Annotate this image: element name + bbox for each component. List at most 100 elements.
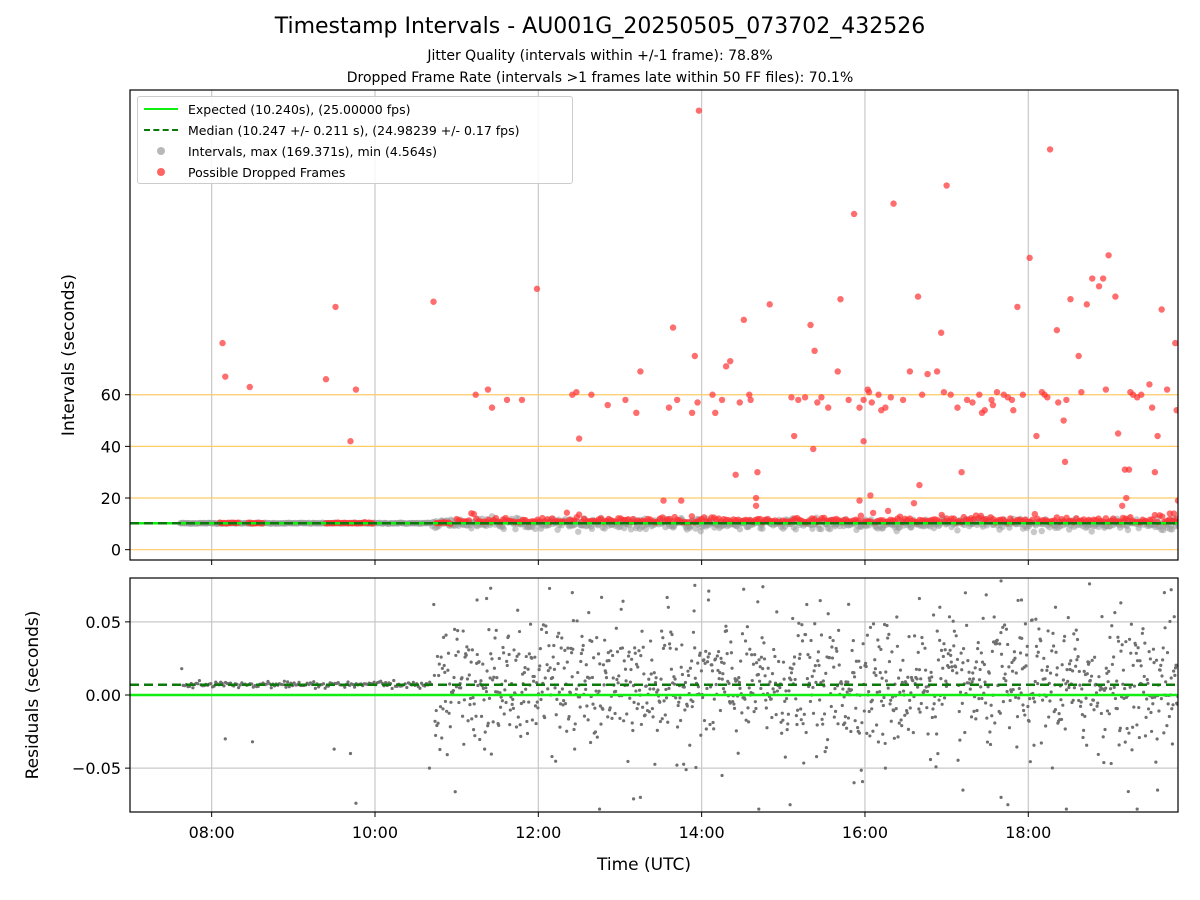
residual-point <box>934 765 938 769</box>
residual-point <box>632 700 636 704</box>
residual-point <box>718 708 723 713</box>
residual-point <box>460 676 464 680</box>
residual-point <box>791 616 795 621</box>
residual-point <box>1003 672 1007 676</box>
dropped-frame-point <box>1102 386 1110 393</box>
residual-point <box>518 723 522 727</box>
dropped-frame-point <box>604 401 611 409</box>
residual-point <box>716 649 721 654</box>
residual-point <box>699 733 703 737</box>
residual-point <box>978 667 982 672</box>
residual-point <box>951 619 955 623</box>
dropped-frame-point <box>1154 432 1161 440</box>
residual-point <box>675 763 679 767</box>
residual-point <box>1065 668 1069 672</box>
residual-point <box>743 697 747 701</box>
dropped-frame-point <box>484 386 492 393</box>
residual-point <box>808 699 813 704</box>
residual-point <box>1015 745 1019 749</box>
residual-point <box>963 730 967 735</box>
residual-point <box>1139 664 1143 668</box>
residual-point <box>447 711 451 715</box>
residual-point <box>957 709 961 714</box>
dropped-frame-point <box>834 368 841 375</box>
residual-point <box>1171 703 1175 707</box>
residual-point <box>505 663 509 668</box>
residual-point <box>523 666 527 670</box>
residual-point <box>830 656 835 660</box>
residual-point <box>1008 698 1012 703</box>
residual-point <box>488 676 492 680</box>
residual-point <box>1134 651 1138 655</box>
residual-point <box>769 697 773 701</box>
residual-point <box>556 661 560 666</box>
residual-point <box>1172 669 1176 673</box>
dropped-frame-point <box>712 409 719 417</box>
residual-point <box>535 700 539 704</box>
residual-point <box>663 643 667 647</box>
residual-point <box>1105 709 1110 713</box>
residual-point <box>836 722 840 726</box>
residual-point <box>593 706 597 710</box>
residual-point <box>590 675 595 680</box>
residual-point <box>1112 685 1116 689</box>
residual-point <box>453 627 457 631</box>
residual-outlier-point <box>1053 605 1058 609</box>
dropped-frame-point <box>1089 275 1096 282</box>
residual-point <box>482 698 486 702</box>
dropped-frame-point <box>811 347 818 355</box>
residual-point <box>1142 674 1146 679</box>
residual-point <box>543 676 547 680</box>
residual-point <box>745 625 749 629</box>
residual-point <box>1037 627 1041 631</box>
residual-point <box>435 654 440 659</box>
dropped-frame-point <box>884 507 892 515</box>
residual-point <box>895 644 900 648</box>
residual-point <box>812 669 816 673</box>
residual-point <box>905 711 909 715</box>
residual-point <box>438 705 443 709</box>
residual-point <box>1052 644 1056 648</box>
dropped-frame-point <box>1029 516 1036 524</box>
residual-point <box>931 613 936 617</box>
residual-point <box>783 699 787 703</box>
residual-point <box>1192 740 1195 743</box>
dropped-frame-point <box>1067 295 1074 303</box>
residual-point <box>900 680 904 685</box>
residual-point <box>598 704 602 708</box>
residual-point <box>1130 748 1134 752</box>
residual-point <box>935 732 939 736</box>
residual-point <box>744 718 748 722</box>
residual-outlier-point <box>332 747 336 751</box>
residual-point <box>476 683 480 688</box>
residual-point <box>579 659 583 664</box>
residual-point <box>1122 696 1126 700</box>
residual-point <box>675 725 680 729</box>
residual-point <box>809 638 813 643</box>
residual-point <box>718 670 722 675</box>
residual-outlier-point <box>757 807 761 811</box>
residual-point <box>859 768 863 772</box>
dropped-frame-point <box>856 497 863 504</box>
residual-point <box>1116 635 1120 639</box>
residual-point <box>576 670 580 675</box>
residual-point <box>440 736 444 740</box>
residual-point <box>654 676 658 680</box>
residual-point <box>1151 647 1156 651</box>
interval-point <box>1190 517 1196 523</box>
dropped-frame-point <box>890 200 897 207</box>
residual-point <box>712 727 716 731</box>
residual-point <box>587 676 591 680</box>
residual-point <box>898 668 903 672</box>
residual-point <box>966 659 970 663</box>
residual-point <box>1019 691 1023 695</box>
residual-point <box>740 711 744 715</box>
dropped-frame-point <box>810 445 817 453</box>
residual-point <box>967 670 971 674</box>
residual-point <box>919 677 923 681</box>
residual-point <box>1159 697 1163 701</box>
residual-point <box>572 727 576 732</box>
residual-point <box>1082 728 1086 733</box>
residual-point <box>1035 654 1039 658</box>
residual-point <box>264 682 268 686</box>
